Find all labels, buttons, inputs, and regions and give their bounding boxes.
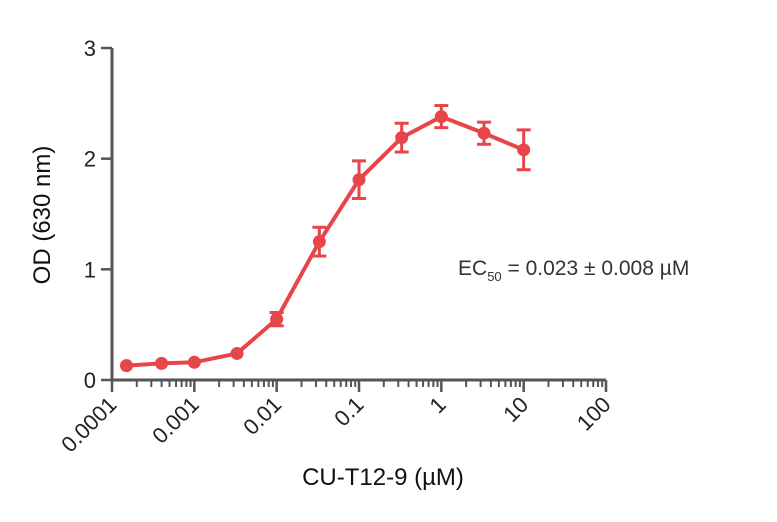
x-tick-label-1: 1 [425,392,451,418]
x-tick-label-0.1: 0.1 [329,392,368,431]
data-point [477,126,491,140]
ec50-annotation-prefix: EC [458,257,487,280]
data-point [230,346,244,360]
ec50-annotation-suffix: = 0.023 ± 0.008 µM [502,257,690,280]
ec50-annotation-subscript: 50 [487,269,501,284]
x-tick-label-0.0001: 0.0001 [56,392,121,457]
x-tick-label-0.01: 0.01 [238,392,286,440]
data-point [270,312,284,326]
data-point [395,131,409,145]
data-point [434,110,448,124]
data-point [312,235,326,249]
data-point [155,356,169,370]
x-tick-label-100: 100 [572,392,616,436]
y-tick-label-2: 2 [84,147,96,172]
data-point [352,173,366,187]
series-layer [119,104,531,373]
x-tick-label-10: 10 [498,392,533,427]
y-tick-label-0: 0 [84,368,96,393]
ec50-annotation: EC50 = 0.023 ± 0.008 µM [458,257,689,284]
y-tick-label-1: 1 [84,257,96,282]
x-axis-title: CU-T12-9 (µM) [302,464,464,491]
data-point [187,355,201,369]
x-tick-label-0.001: 0.001 [147,392,204,449]
y-tick-label-3: 3 [84,36,96,61]
data-point [517,143,531,157]
data-point [119,359,133,373]
y-axis-title: OD (630 nm) [29,146,56,285]
axes: 0 1 2 3 0.0001 0.001 0.01 0.1 1 10 100 [56,36,615,457]
